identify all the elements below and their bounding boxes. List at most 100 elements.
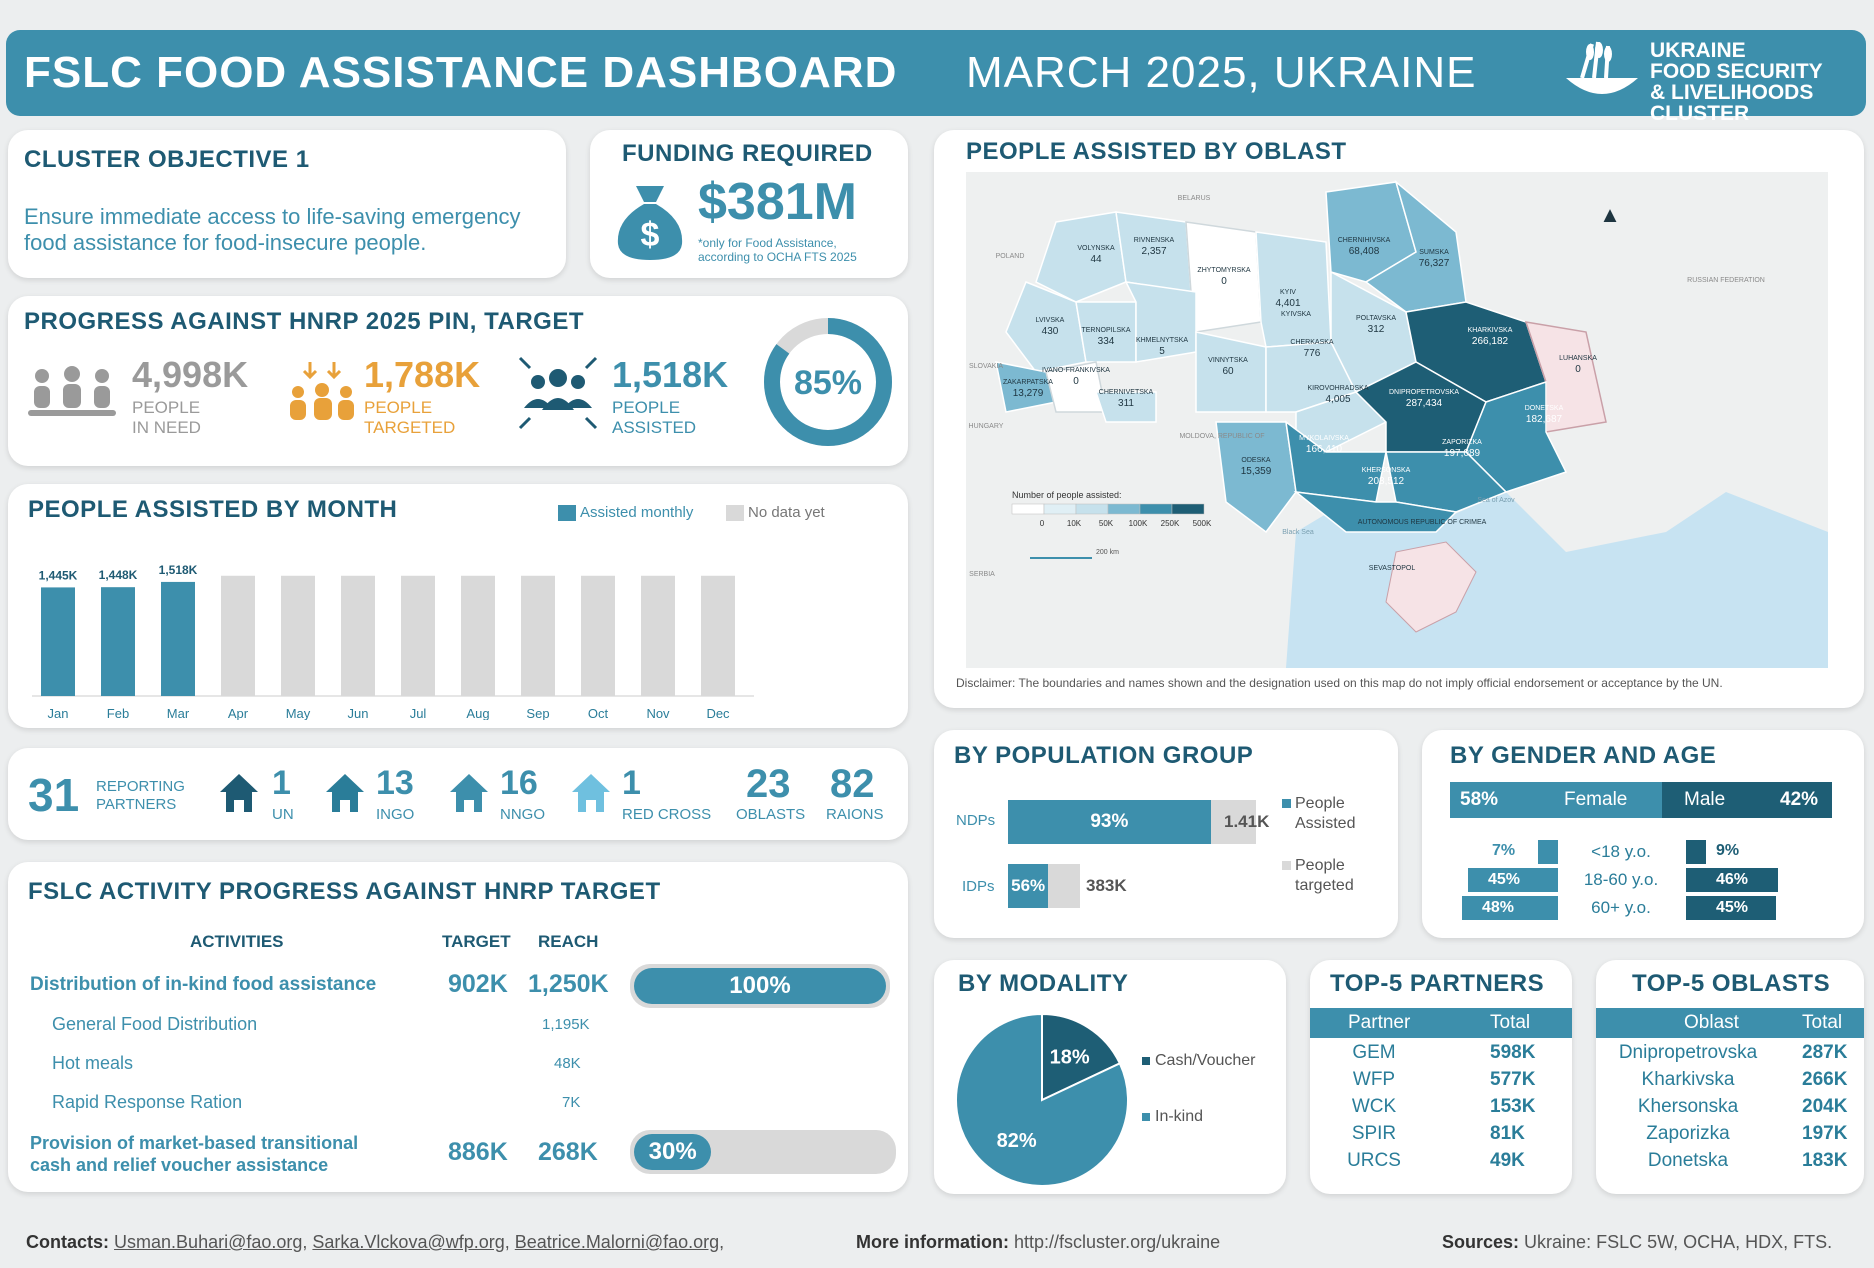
top-oblasts-header: Oblast Total <box>1596 1008 1864 1038</box>
map-legend-swatch <box>1075 503 1109 515</box>
population-title: BY POPULATION GROUP <box>954 742 1254 769</box>
pie-slice-label: 18% <box>1050 1046 1090 1068</box>
map-sea-label: Black Sea <box>1282 529 1314 536</box>
raions-count: 82 <box>830 762 875 806</box>
month-bar-nodata <box>521 575 555 696</box>
month-bar-assisted <box>161 581 195 696</box>
activity-sub-name: General Food Distribution <box>52 1014 258 1034</box>
map-oblast-value: 44 <box>1090 254 1102 265</box>
oblast-zhytomyrska <box>1185 221 1262 333</box>
map-country-label: HUNGARY <box>969 423 1004 430</box>
map-legend-tick: 10K <box>1067 519 1082 528</box>
partners-card: 31 REPORTING PARTNERS 1 UN 13 INGO 16 NN… <box>8 748 908 840</box>
map-oblast-name: KHARKIVSKA <box>1468 327 1513 334</box>
female-label: Female <box>1564 789 1628 810</box>
month-tick-label: Jan <box>48 706 69 720</box>
female-age-bar <box>1468 868 1558 892</box>
map-legend-swatch <box>1107 503 1141 515</box>
map-country-label: RUSSIAN FEDERATION <box>1687 277 1765 284</box>
oblast-volynska <box>1035 211 1127 303</box>
map-oblast-value: 5 <box>1159 346 1165 357</box>
activity-row-reach: 268K <box>538 1138 598 1166</box>
male-age-value: 9% <box>1716 842 1740 859</box>
activity-sub-reach: 1,195K <box>542 1016 590 1033</box>
activity-progress-bar: 100% <box>634 968 886 1004</box>
map-oblast-name: KHERSONSKA <box>1362 467 1411 474</box>
nngo-label: NNGO <box>500 806 545 823</box>
gender-title: BY GENDER AND AGE <box>1450 742 1717 769</box>
people-targeted-icon <box>290 362 354 420</box>
top-oblasts-title: TOP-5 OBLASTS <box>1632 970 1831 997</box>
map-oblast-name: ODESKA <box>1241 457 1271 464</box>
map-country-label: MOLDOVA, REPUBLIC OF <box>1179 433 1264 440</box>
activity-sub-reach: 7K <box>562 1094 581 1111</box>
map-oblast-value: 2,357 <box>1141 246 1166 257</box>
legend-nodata-swatch <box>726 505 744 522</box>
legend-cash: Cash/Voucher <box>1142 1052 1256 1070</box>
month-tick-label: Feb <box>107 706 129 720</box>
map-oblast-name: AUTONOMOUS REPUBLIC OF CRIMEA <box>1358 519 1487 526</box>
map-oblast-value: 287,434 <box>1406 398 1443 409</box>
month-tick-label: May <box>286 706 311 720</box>
activity-row-target: 886K <box>448 1138 508 1166</box>
people-in-need-icon <box>28 366 116 416</box>
month-bar-value-label: 1,445K <box>39 568 78 582</box>
logo-text: UKRAINE FOOD SECURITY & LIVELIHOODS CLUS… <box>1650 39 1823 125</box>
table-cell-name: SPIR <box>1351 1123 1397 1144</box>
objective-title: CLUSTER OBJECTIVE 1 <box>24 146 310 173</box>
ndps-target-value: 1.41K <box>1224 812 1270 831</box>
male-pct: 42% <box>1780 789 1819 810</box>
contact-email-link[interactable]: Beatrice.Malorni@fao.org <box>514 1232 720 1252</box>
objective-text: Ensure immediate access to life-saving e… <box>24 204 521 255</box>
map-oblast-name: CHERNIVETSKA <box>1099 389 1154 396</box>
map-oblast-name: POLTAVSKA <box>1356 315 1396 322</box>
col-reach: REACH <box>538 932 599 951</box>
nngo-house-icon <box>450 774 488 812</box>
activity-row-name: Distribution of in-kind food assistance <box>30 974 377 995</box>
month-bar-chart: 1,445K Jan 1,448K Feb 1,518K Mar Apr May Jun Jul A… <box>32 563 754 720</box>
map-oblast-value: 76,327 <box>1419 258 1450 269</box>
legend-nodata: No data yet <box>726 504 825 522</box>
male-label: Male <box>1684 789 1726 810</box>
modality-title: BY MODALITY <box>958 970 1129 997</box>
map-oblast-name: IVANO-FRANKIVSKA <box>1042 367 1110 374</box>
table-cell-total: 577K <box>1490 1069 1536 1090</box>
map-oblast-name: ZAKARPATSKA <box>1003 379 1053 386</box>
map-oblast-value: 166,410 <box>1306 444 1343 455</box>
contact-email-link[interactable]: Sarka.Vlckova@wfp.org <box>312 1232 505 1252</box>
month-title: PEOPLE ASSISTED BY MONTH <box>28 496 398 523</box>
pin-label: PEOPLE IN NEED <box>132 398 201 437</box>
population-card: BY POPULATION GROUP NDPs 93% 1.41K IDPs … <box>934 730 1398 938</box>
contact-email-link[interactable]: Usman.Buhari@fao.org <box>114 1232 303 1252</box>
month-bar-value-label: 1,448K <box>99 568 138 582</box>
table-cell-total: 81K <box>1490 1123 1525 1144</box>
activity-row-name: Provision of market-based transitional c… <box>30 1133 359 1175</box>
progress-percent: 85% <box>794 364 862 402</box>
table-cell-total: 153K <box>1490 1096 1536 1117</box>
month-bar-nodata <box>581 575 615 696</box>
map-oblast-name: ZHYTOMYRSKA <box>1197 267 1250 274</box>
map-oblast-name: RIVNENSKA <box>1134 237 1175 244</box>
footer-more-info: More information: http://fscluster.org/u… <box>856 1232 1221 1252</box>
map-country-label: BELARUS <box>1178 195 1211 202</box>
table-cell-total: 183K <box>1802 1150 1848 1171</box>
activity-row-reach: 1,250K <box>528 970 609 998</box>
dashboard-date: MARCH 2025, UKRAINE <box>966 48 1477 97</box>
map-oblast-name: KIROVOHRADSKA <box>1307 385 1368 392</box>
map-oblast-name: DONETSKA <box>1525 405 1564 412</box>
map-oblast-value: 15,359 <box>1241 466 1272 477</box>
age-group-label: 18-60 y.o. <box>1583 870 1659 889</box>
month-bar-nodata <box>701 575 735 696</box>
legend-people-assisted: People Assisted <box>1282 794 1355 834</box>
female-age-bar <box>1538 840 1558 864</box>
wheat-bowl-logo-icon <box>1566 41 1638 94</box>
rc-count: 1 <box>622 764 641 802</box>
legend-inkind-swatch <box>1142 1113 1150 1121</box>
more-info-link[interactable]: http://fscluster.org/ukraine <box>1014 1232 1221 1252</box>
svg-text:$: $ <box>641 216 660 254</box>
map-oblast-name: LVIVSKA <box>1036 317 1065 324</box>
legend-cash-swatch <box>1142 1057 1150 1065</box>
modality-pie-chart: 18% 82% <box>955 1012 1129 1187</box>
table-cell-name: URCS <box>1347 1150 1401 1171</box>
pin-value: 4,998K <box>132 354 249 395</box>
